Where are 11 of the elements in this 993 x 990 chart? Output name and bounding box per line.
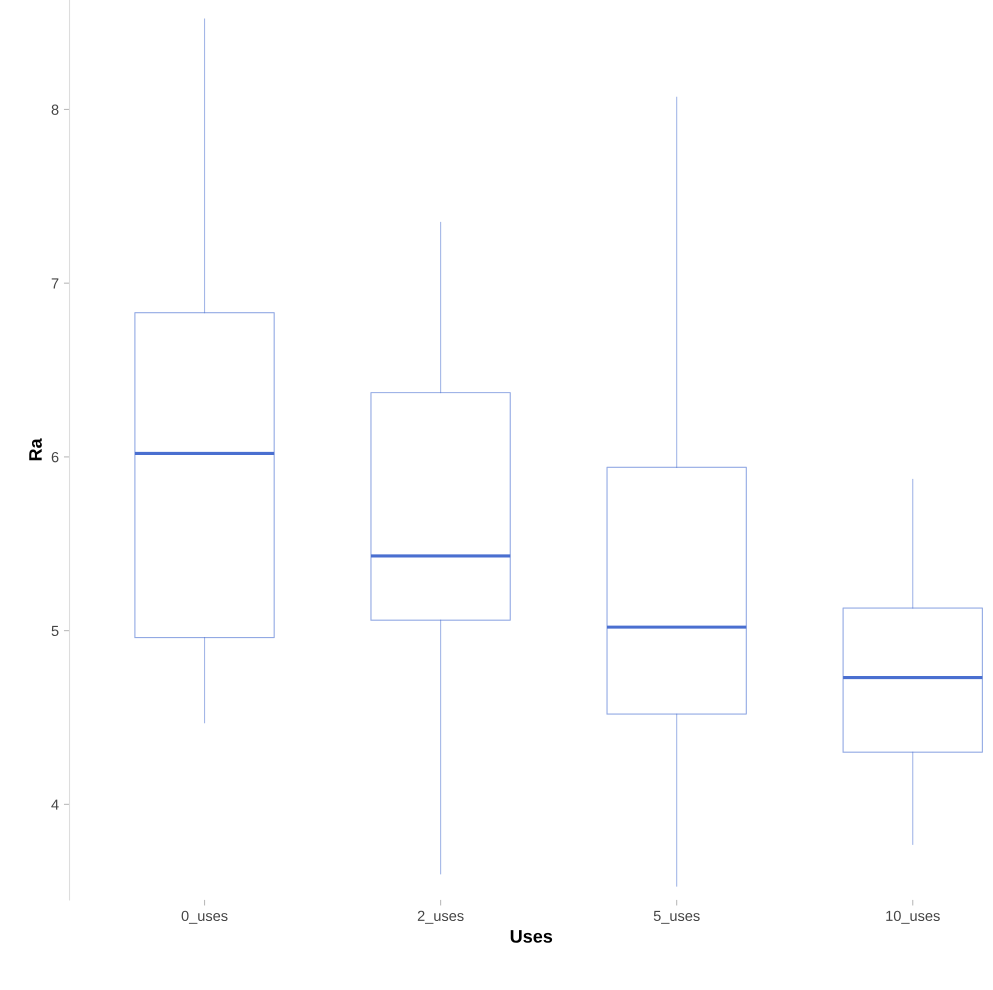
y-tick-label: 8 bbox=[52, 104, 58, 115]
y-axis-title: Ra bbox=[29, 438, 42, 460]
x-tick-label: 2_uses bbox=[418, 910, 464, 924]
x-tick-label: 0_uses bbox=[182, 910, 228, 924]
y-tick-label: 6 bbox=[52, 452, 58, 462]
x-axis-title: Uses bbox=[510, 930, 552, 943]
x-tick-label: 5_uses bbox=[654, 910, 700, 924]
x-tick-label: 10_uses bbox=[886, 910, 940, 924]
y-tick-label: 4 bbox=[51, 800, 59, 810]
y-tick-label: 7 bbox=[52, 278, 58, 288]
y-tick-label: 5 bbox=[52, 626, 58, 636]
